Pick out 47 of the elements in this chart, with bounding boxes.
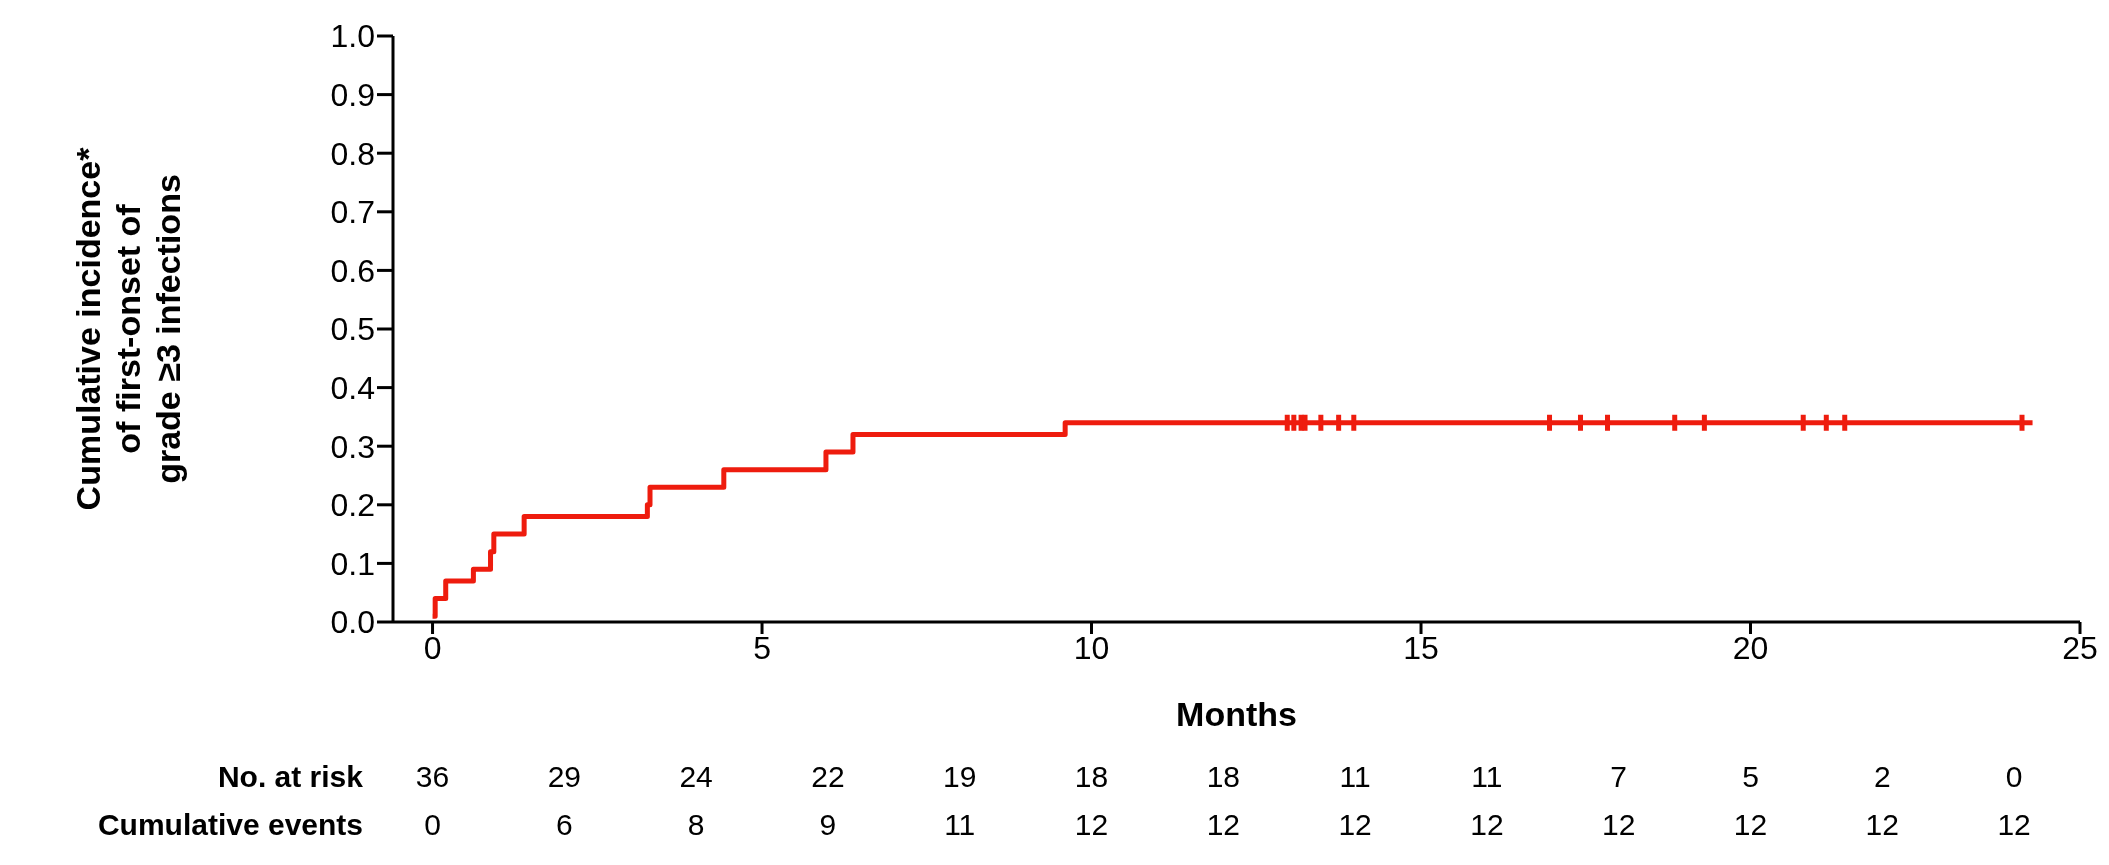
x-tick-label: 20 [1732,629,1769,666]
y-tick-label: 0.0 [330,604,375,641]
text: 12 [1733,808,1768,841]
y-axis-title: Cumulative incidence* of first-onset of grade ≥3 infections [69,146,187,511]
text: 18 [1206,760,1241,793]
text: 11 [944,808,976,841]
text: 24 [679,760,713,793]
text: 12 [1997,808,2031,841]
x-tick-label: 15 [1403,629,1439,666]
text: 2 [1873,760,1891,793]
text: 8 [687,808,705,841]
text: 12 [1865,808,1899,841]
y-tick-label: 0.7 [330,194,375,231]
y-tick-label: 1.0 [330,18,375,55]
text: 18 [1074,760,1109,793]
x-axis-title: Months [1176,695,1297,733]
text: 0 [2005,760,2023,793]
y-tick-label: 0.6 [330,252,375,289]
text: Cumulative events [97,808,363,841]
x-tick-label: 5 [753,629,771,666]
text: 9 [819,808,837,841]
y-tick-label: 0.9 [330,76,375,113]
text: 12 [1602,808,1636,841]
x-tick-label: 25 [2062,629,2098,666]
y-tick-label: 0.3 [330,428,375,465]
text: 6 [555,808,573,841]
text: No. at risk [217,760,364,793]
text: 12 [1206,808,1241,841]
text: 19 [943,760,977,793]
x-tick-label: 0 [423,629,442,666]
text: 0 [424,808,441,841]
text: 29 [547,760,582,793]
x-tick-label: 10 [1073,629,1110,666]
text: 36 [415,760,450,793]
text: 12 [1338,808,1372,841]
y-tick-label: 0.5 [330,311,375,348]
y-tick-label: 0.4 [330,369,375,406]
text: 7 [1610,760,1628,793]
text: 11 [1471,760,1503,793]
y-tick-label: 0.1 [330,545,375,582]
text: 5 [1742,760,1759,793]
text: 22 [811,760,845,793]
text: 11 [1339,760,1371,793]
y-tick-label: 0.2 [330,487,375,524]
y-tick-label: 0.8 [330,135,375,172]
text: 12 [1074,808,1109,841]
text: 12 [1470,808,1504,841]
